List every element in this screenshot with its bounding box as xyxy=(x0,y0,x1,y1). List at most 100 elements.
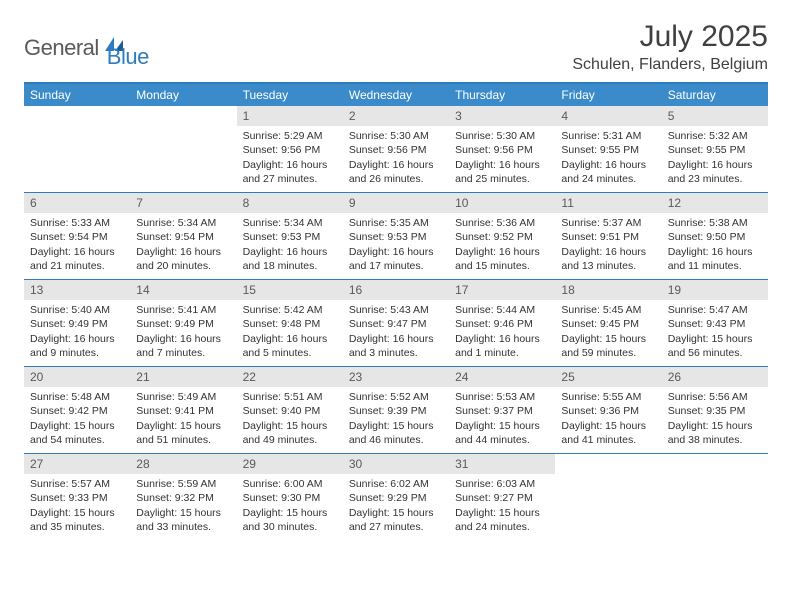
daylight-line: Daylight: 16 hours and 18 minutes. xyxy=(243,245,337,273)
calendar-cell: 16Sunrise: 5:43 AMSunset: 9:47 PMDayligh… xyxy=(343,280,449,366)
daylight-line: Daylight: 16 hours and 24 minutes. xyxy=(561,158,655,186)
sunrise-line: Sunrise: 5:42 AM xyxy=(243,303,337,317)
sunset-line: Sunset: 9:49 PM xyxy=(30,317,124,331)
calendar-cell: 2Sunrise: 5:30 AMSunset: 9:56 PMDaylight… xyxy=(343,106,449,192)
daylight-line: Daylight: 16 hours and 25 minutes. xyxy=(455,158,549,186)
calendar-cell: 18Sunrise: 5:45 AMSunset: 9:45 PMDayligh… xyxy=(555,280,661,366)
sunrise-line: Sunrise: 6:02 AM xyxy=(349,477,443,491)
day-body: Sunrise: 5:51 AMSunset: 9:40 PMDaylight:… xyxy=(237,387,343,453)
day-body: Sunrise: 5:43 AMSunset: 9:47 PMDaylight:… xyxy=(343,300,449,366)
sunset-line: Sunset: 9:56 PM xyxy=(455,143,549,157)
daylight-line: Daylight: 16 hours and 9 minutes. xyxy=(30,332,124,360)
day-number: 19 xyxy=(662,280,768,300)
calendar-cell: 6Sunrise: 5:33 AMSunset: 9:54 PMDaylight… xyxy=(24,193,130,279)
sunrise-line: Sunrise: 5:53 AM xyxy=(455,390,549,404)
day-body: Sunrise: 6:02 AMSunset: 9:29 PMDaylight:… xyxy=(343,474,449,540)
day-number: 20 xyxy=(24,367,130,387)
calendar-header-cell: Saturday xyxy=(662,84,768,106)
sunset-line: Sunset: 9:51 PM xyxy=(561,230,655,244)
sunset-line: Sunset: 9:47 PM xyxy=(349,317,443,331)
calendar-cell: 0 xyxy=(24,106,130,192)
day-number: 9 xyxy=(343,193,449,213)
daylight-line: Daylight: 15 hours and 51 minutes. xyxy=(136,419,230,447)
sunrise-line: Sunrise: 5:30 AM xyxy=(349,129,443,143)
daylight-line: Daylight: 16 hours and 5 minutes. xyxy=(243,332,337,360)
day-body: Sunrise: 6:00 AMSunset: 9:30 PMDaylight:… xyxy=(237,474,343,540)
sunset-line: Sunset: 9:29 PM xyxy=(349,491,443,505)
day-body: Sunrise: 5:34 AMSunset: 9:54 PMDaylight:… xyxy=(130,213,236,279)
calendar-cell: 7Sunrise: 5:34 AMSunset: 9:54 PMDaylight… xyxy=(130,193,236,279)
sunset-line: Sunset: 9:50 PM xyxy=(668,230,762,244)
day-body: Sunrise: 5:40 AMSunset: 9:49 PMDaylight:… xyxy=(24,300,130,366)
sunset-line: Sunset: 9:30 PM xyxy=(243,491,337,505)
sunrise-line: Sunrise: 5:30 AM xyxy=(455,129,549,143)
sunrise-line: Sunrise: 5:47 AM xyxy=(668,303,762,317)
daylight-line: Daylight: 15 hours and 24 minutes. xyxy=(455,506,549,534)
calendar-cell: 30Sunrise: 6:02 AMSunset: 9:29 PMDayligh… xyxy=(343,454,449,540)
page: General Blue July 2025 Schulen, Flanders… xyxy=(0,0,792,560)
day-body: Sunrise: 5:34 AMSunset: 9:53 PMDaylight:… xyxy=(237,213,343,279)
day-number: 18 xyxy=(555,280,661,300)
calendar-row: 20Sunrise: 5:48 AMSunset: 9:42 PMDayligh… xyxy=(24,366,768,453)
sunset-line: Sunset: 9:56 PM xyxy=(243,143,337,157)
sunset-line: Sunset: 9:55 PM xyxy=(561,143,655,157)
sunset-line: Sunset: 9:53 PM xyxy=(243,230,337,244)
sunset-line: Sunset: 9:39 PM xyxy=(349,404,443,418)
day-number: 16 xyxy=(343,280,449,300)
sunrise-line: Sunrise: 5:38 AM xyxy=(668,216,762,230)
day-body: Sunrise: 5:48 AMSunset: 9:42 PMDaylight:… xyxy=(24,387,130,453)
sunset-line: Sunset: 9:33 PM xyxy=(30,491,124,505)
sunrise-line: Sunrise: 5:34 AM xyxy=(243,216,337,230)
day-number: 22 xyxy=(237,367,343,387)
calendar-cell: 26Sunrise: 5:56 AMSunset: 9:35 PMDayligh… xyxy=(662,367,768,453)
calendar-cell: 8Sunrise: 5:34 AMSunset: 9:53 PMDaylight… xyxy=(237,193,343,279)
day-body: Sunrise: 5:30 AMSunset: 9:56 PMDaylight:… xyxy=(449,126,555,192)
calendar-header-cell: Wednesday xyxy=(343,84,449,106)
day-number: 15 xyxy=(237,280,343,300)
day-number: 25 xyxy=(555,367,661,387)
sunrise-line: Sunrise: 5:52 AM xyxy=(349,390,443,404)
day-body: Sunrise: 5:32 AMSunset: 9:55 PMDaylight:… xyxy=(662,126,768,192)
sunset-line: Sunset: 9:46 PM xyxy=(455,317,549,331)
sunset-line: Sunset: 9:27 PM xyxy=(455,491,549,505)
daylight-line: Daylight: 16 hours and 11 minutes. xyxy=(668,245,762,273)
calendar-row: 13Sunrise: 5:40 AMSunset: 9:49 PMDayligh… xyxy=(24,279,768,366)
calendar-row: 001Sunrise: 5:29 AMSunset: 9:56 PMDaylig… xyxy=(24,106,768,192)
calendar-header-row: SundayMondayTuesdayWednesdayThursdayFrid… xyxy=(24,84,768,106)
daylight-line: Daylight: 15 hours and 59 minutes. xyxy=(561,332,655,360)
sunrise-line: Sunrise: 5:56 AM xyxy=(668,390,762,404)
day-body: Sunrise: 5:57 AMSunset: 9:33 PMDaylight:… xyxy=(24,474,130,540)
day-body: Sunrise: 5:36 AMSunset: 9:52 PMDaylight:… xyxy=(449,213,555,279)
sunrise-line: Sunrise: 5:59 AM xyxy=(136,477,230,491)
daylight-line: Daylight: 16 hours and 13 minutes. xyxy=(561,245,655,273)
daylight-line: Daylight: 15 hours and 38 minutes. xyxy=(668,419,762,447)
sunrise-line: Sunrise: 5:51 AM xyxy=(243,390,337,404)
day-number: 31 xyxy=(449,454,555,474)
day-body: Sunrise: 5:31 AMSunset: 9:55 PMDaylight:… xyxy=(555,126,661,192)
day-number: 8 xyxy=(237,193,343,213)
daylight-line: Daylight: 16 hours and 15 minutes. xyxy=(455,245,549,273)
calendar-cell: 13Sunrise: 5:40 AMSunset: 9:49 PMDayligh… xyxy=(24,280,130,366)
sunrise-line: Sunrise: 5:55 AM xyxy=(561,390,655,404)
daylight-line: Daylight: 15 hours and 35 minutes. xyxy=(30,506,124,534)
sunrise-line: Sunrise: 5:35 AM xyxy=(349,216,443,230)
calendar: SundayMondayTuesdayWednesdayThursdayFrid… xyxy=(24,82,768,540)
logo: General Blue xyxy=(24,26,149,70)
sunrise-line: Sunrise: 6:00 AM xyxy=(243,477,337,491)
daylight-line: Daylight: 16 hours and 1 minute. xyxy=(455,332,549,360)
day-body: Sunrise: 5:47 AMSunset: 9:43 PMDaylight:… xyxy=(662,300,768,366)
calendar-cell: 29Sunrise: 6:00 AMSunset: 9:30 PMDayligh… xyxy=(237,454,343,540)
daylight-line: Daylight: 15 hours and 44 minutes. xyxy=(455,419,549,447)
calendar-cell: 0 xyxy=(555,454,661,540)
day-body: Sunrise: 5:44 AMSunset: 9:46 PMDaylight:… xyxy=(449,300,555,366)
sunset-line: Sunset: 9:37 PM xyxy=(455,404,549,418)
logo-text-blue: Blue xyxy=(107,44,149,70)
calendar-cell: 15Sunrise: 5:42 AMSunset: 9:48 PMDayligh… xyxy=(237,280,343,366)
day-body: Sunrise: 5:37 AMSunset: 9:51 PMDaylight:… xyxy=(555,213,661,279)
sunrise-line: Sunrise: 5:31 AM xyxy=(561,129,655,143)
sunrise-line: Sunrise: 5:40 AM xyxy=(30,303,124,317)
calendar-header-cell: Friday xyxy=(555,84,661,106)
calendar-cell: 3Sunrise: 5:30 AMSunset: 9:56 PMDaylight… xyxy=(449,106,555,192)
calendar-cell: 20Sunrise: 5:48 AMSunset: 9:42 PMDayligh… xyxy=(24,367,130,453)
calendar-cell: 0 xyxy=(662,454,768,540)
